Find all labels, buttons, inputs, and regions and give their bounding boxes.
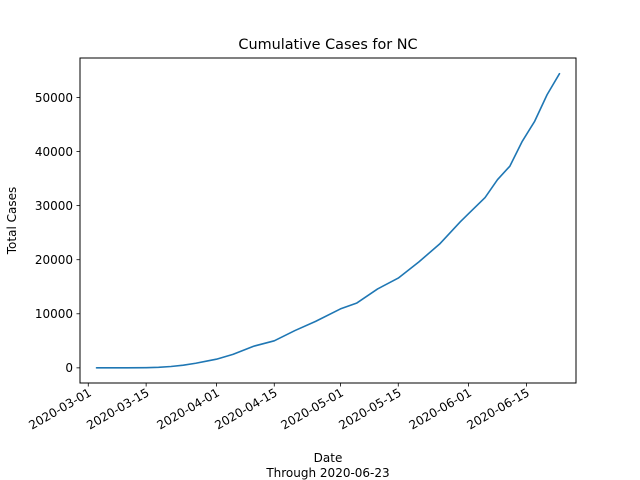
y-axis: 0 10000 20000 30000 40000 50000	[35, 91, 80, 375]
y-tick-label: 40000	[35, 145, 73, 159]
series-layer	[95, 72, 561, 369]
y-tick-label: 50000	[35, 91, 73, 105]
axes-frame	[79, 57, 577, 384]
x-axis-sublabel: Through 2020-06-23	[265, 466, 389, 480]
y-tick-label: 20000	[35, 253, 73, 267]
plot-area	[79, 57, 577, 384]
x-axis-label: Date	[314, 451, 343, 465]
y-axis-label: Total Cases	[5, 187, 19, 255]
y-tick-label: 0	[65, 361, 73, 375]
y-tick-label: 30000	[35, 199, 73, 213]
y-tick-label: 10000	[35, 307, 73, 321]
chart-title: Cumulative Cases for NC	[238, 37, 417, 53]
series-line	[95, 72, 561, 369]
